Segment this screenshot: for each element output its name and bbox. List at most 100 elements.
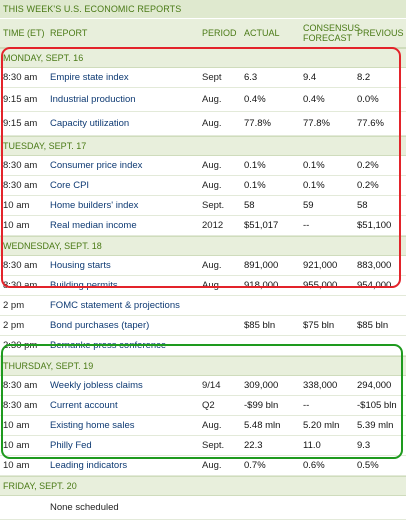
cell-previous xyxy=(357,296,406,315)
cell-actual: 309,000 xyxy=(244,380,279,391)
cell-time: 8:30 am xyxy=(3,280,38,291)
header-consensus-line1: CONSENSUS xyxy=(303,23,361,33)
cell-previous: 0.5% xyxy=(357,460,379,471)
cell-previous: -$105 bln xyxy=(357,400,397,411)
table-row: 9:15 am Industrial production Aug. 0.4% … xyxy=(0,88,406,112)
header-previous: PREVIOUS xyxy=(357,28,404,38)
cell-previous: 9.3 xyxy=(357,440,371,451)
cell-actual xyxy=(244,496,303,519)
cell-previous: 8.2 xyxy=(357,72,371,83)
cell-consensus: 955,000 xyxy=(303,280,338,291)
cell-previous: 5.39 mln xyxy=(357,420,394,431)
cell-consensus: 338,000 xyxy=(303,380,338,391)
cell-report: Consumer price index xyxy=(50,160,143,171)
cell-actual: 0.1% xyxy=(244,180,266,191)
header-consensus-forecast: CONSENSUS FORECAST xyxy=(303,19,361,47)
header-report: REPORT xyxy=(50,28,88,38)
table-row: 10 am Philly Fed Sept. 22.3 11.0 9.3 xyxy=(0,436,406,456)
table-row: 8:30 am Housing starts Aug. 891,000 921,… xyxy=(0,256,406,276)
cell-period: 9/14 xyxy=(202,380,221,391)
cell-consensus xyxy=(303,336,357,355)
table-row: 8:30 am Building permits Aug. 918,000 95… xyxy=(0,276,406,296)
cell-report: Housing starts xyxy=(50,260,111,271)
cell-period: Aug. xyxy=(202,460,222,471)
table-row: 10 am Leading indicators Aug. 0.7% 0.6% … xyxy=(0,456,406,476)
table-row: 10 am Home builders' index Sept. 58 59 5… xyxy=(0,196,406,216)
cell-actual: 22.3 xyxy=(244,440,263,451)
cell-previous xyxy=(357,496,406,519)
cell-report: FOMC statement & projections xyxy=(50,300,180,311)
cell-consensus: 921,000 xyxy=(303,260,338,271)
cell-consensus: 0.1% xyxy=(303,180,325,191)
cell-period: Aug. xyxy=(202,420,222,431)
section-tuesday: TUESDAY, SEPT. 17 xyxy=(0,136,406,156)
cell-period: Aug. xyxy=(202,118,222,129)
cell-report: Current account xyxy=(50,400,118,411)
cell-report: Core CPI xyxy=(50,180,90,191)
cell-actual: 77.8% xyxy=(244,118,271,129)
table-row: 10 am Existing home sales Aug. 5.48 mln … xyxy=(0,416,406,436)
table-title: THIS WEEK'S U.S. ECONOMIC REPORTS xyxy=(0,0,406,19)
cell-actual: 5.48 mln xyxy=(244,420,281,431)
cell-time: 10 am xyxy=(3,200,30,211)
cell-consensus: 11.0 xyxy=(303,440,321,451)
cell-actual: -$99 bln xyxy=(244,400,279,411)
header-period: PERIOD xyxy=(202,28,237,38)
cell-time: 2 pm xyxy=(3,300,25,311)
cell-time: 8:30 am xyxy=(3,380,38,391)
cell-report: Existing home sales xyxy=(50,420,135,431)
cell-period xyxy=(202,316,244,335)
cell-period: Aug. xyxy=(202,180,222,191)
cell-period xyxy=(202,296,244,315)
cell-consensus: $75 bln xyxy=(303,320,335,331)
section-monday: MONDAY, SEPT. 16 xyxy=(0,48,406,68)
cell-consensus: 9.4 xyxy=(303,72,317,83)
cell-previous: $51,100 xyxy=(357,220,392,231)
cell-period: Aug. xyxy=(202,260,222,271)
cell-consensus: -- xyxy=(303,400,310,411)
cell-period xyxy=(202,496,244,519)
table-row: 8:30 am Core CPI Aug. 0.1% 0.1% 0.2% xyxy=(0,176,406,196)
cell-time: 2 pm xyxy=(3,320,25,331)
cell-actual: 58 xyxy=(244,200,255,211)
cell-time: 10 am xyxy=(3,440,30,451)
cell-period: Sept. xyxy=(202,200,225,211)
cell-time: 9:15 am xyxy=(3,94,38,105)
cell-actual xyxy=(244,336,303,355)
cell-time: 8:30 am xyxy=(3,160,38,171)
cell-actual: 0.4% xyxy=(244,94,266,105)
table-row: 8:30 am Empire state index Sept 6.3 9.4 … xyxy=(0,68,406,88)
cell-time xyxy=(0,496,50,519)
cell-period: Aug. xyxy=(202,280,222,291)
cell-actual: 0.7% xyxy=(244,460,266,471)
cell-consensus: 5.20 mln xyxy=(303,420,340,431)
cell-period xyxy=(202,336,244,355)
cell-time: 8:30 am xyxy=(3,400,38,411)
header-time: TIME (ET) xyxy=(3,28,45,38)
cell-report: Industrial production xyxy=(50,94,136,105)
cell-period: 2012 xyxy=(202,220,224,231)
cell-consensus: 0.6% xyxy=(303,460,325,471)
cell-time: 10 am xyxy=(3,420,30,431)
cell-time: 8:30 am xyxy=(3,260,38,271)
cell-period: Sept. xyxy=(202,440,225,451)
cell-actual: $85 bln xyxy=(244,320,276,331)
cell-period: Sept xyxy=(202,72,222,83)
cell-time: 10 am xyxy=(3,220,30,231)
cell-report: Philly Fed xyxy=(50,440,92,451)
cell-previous: 58 xyxy=(357,200,368,211)
cell-report: None scheduled xyxy=(50,502,119,513)
table-row: 8:30 am Weekly jobless claims 9/14 309,0… xyxy=(0,376,406,396)
cell-previous: 0.2% xyxy=(357,160,379,171)
cell-time: 9:15 am xyxy=(3,118,38,129)
cell-time: 2:30 pm xyxy=(3,340,38,351)
cell-report: Bernanke press conference xyxy=(50,340,167,351)
cell-consensus: 77.8% xyxy=(303,118,330,129)
cell-time: 8:30 am xyxy=(3,72,38,83)
cell-actual: 891,000 xyxy=(244,260,279,271)
cell-time: 8:30 am xyxy=(3,180,38,191)
table-row: 8:30 am Consumer price index Aug. 0.1% 0… xyxy=(0,156,406,176)
cell-previous: 954,000 xyxy=(357,280,392,291)
cell-report: Home builders' index xyxy=(50,200,139,211)
